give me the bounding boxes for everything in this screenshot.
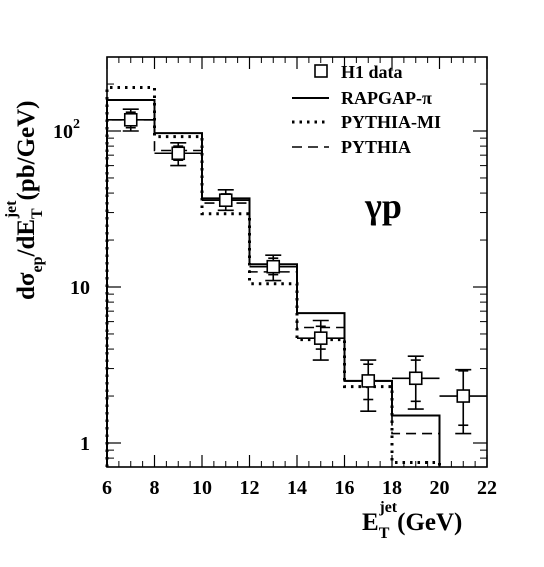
x-axis-title: ETjet(GeV)	[362, 499, 462, 542]
legend-entry: PYTHIA-MI	[292, 112, 441, 132]
y-title-sub: ep	[29, 256, 46, 272]
y-title-main: dσ	[13, 272, 40, 300]
x-title-main: E	[362, 509, 379, 536]
x-tick-label: 8	[150, 477, 160, 499]
data-marker	[313, 331, 328, 345]
y-title-sub-2: T	[29, 208, 46, 219]
series-pythia	[106, 118, 441, 467]
data-point	[344, 359, 392, 412]
x-tick-label: 10	[192, 477, 212, 499]
x-tick-label: 16	[335, 477, 355, 499]
x-tick-label: 14	[287, 477, 307, 499]
x-tick-label: 6	[102, 477, 112, 499]
legend-label: PYTHIA	[341, 137, 411, 157]
legend-marker	[314, 64, 328, 78]
series-pythia-mi	[105, 86, 441, 467]
data-point	[297, 319, 345, 361]
y-tick-label: 102	[53, 117, 80, 143]
x-title-sub: T	[379, 525, 390, 542]
data-points	[107, 108, 487, 435]
data-point	[249, 254, 297, 282]
legend-label: RAPGAP-π	[341, 88, 432, 108]
histogram-outline	[106, 118, 441, 467]
x-axis-title-text: ETjet(GeV)	[362, 499, 462, 542]
legend-entry: H1 data	[314, 62, 403, 82]
y-axis-title: dσep/dETjet(pb/GeV)	[3, 101, 46, 300]
data-marker	[456, 389, 471, 403]
legend: H1 data RAPGAP-π PYTHIA-MI PYTHIA	[292, 62, 441, 157]
y-axis-title-text: dσep/dETjet(pb/GeV)	[3, 101, 46, 300]
legend-entry: RAPGAP-π	[292, 88, 432, 108]
annotation-gamma-p: γp	[364, 186, 402, 226]
data-marker	[171, 146, 186, 161]
data-point	[154, 142, 202, 167]
y-tick-label: 1	[80, 433, 90, 455]
histogram-outline	[105, 86, 441, 467]
y-title-sup: jet	[3, 200, 20, 219]
data-point	[202, 188, 250, 212]
data-marker	[123, 112, 138, 127]
data-marker	[218, 193, 233, 208]
legend-label: H1 data	[341, 62, 403, 82]
x-title-sup: jet	[378, 499, 397, 516]
y-tick-label-exponent: 2	[73, 117, 80, 132]
data-marker	[361, 374, 376, 388]
y-title-main-2: /dE	[13, 219, 40, 258]
data-point	[439, 368, 487, 435]
x-tick-label: 22	[477, 477, 497, 499]
data-point	[107, 108, 155, 132]
data-marker	[408, 371, 423, 386]
x-tick-label: 20	[430, 477, 450, 499]
y-tick-label: 10	[70, 277, 90, 299]
legend-entry: PYTHIA	[292, 137, 411, 157]
data-point	[392, 355, 440, 410]
data-marker	[266, 259, 281, 274]
x-tick-label: 18	[382, 477, 402, 499]
x-title-unit: (GeV)	[397, 509, 462, 536]
legend-label: PYTHIA-MI	[341, 112, 441, 132]
x-tick-label: 12	[240, 477, 260, 499]
y-title-unit: (pb/GeV)	[13, 101, 40, 201]
